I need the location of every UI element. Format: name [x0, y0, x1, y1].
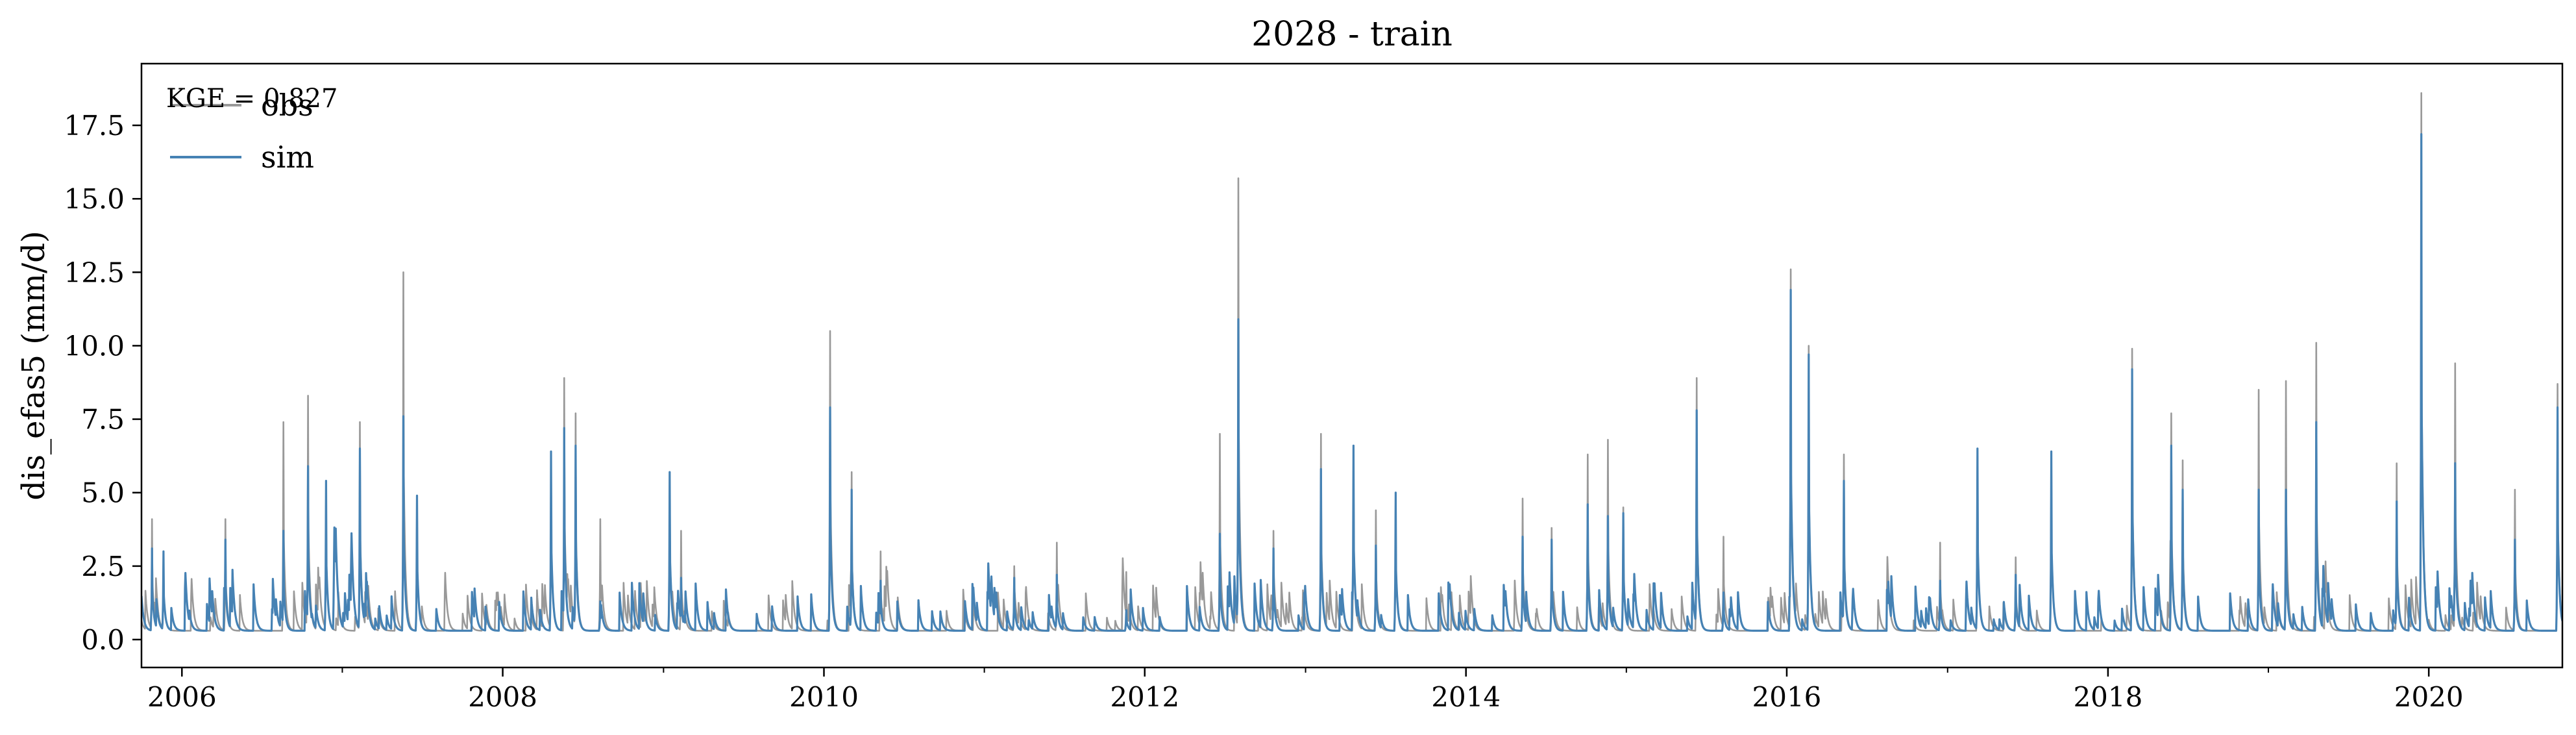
y-tick-label: 12.5	[64, 256, 125, 288]
x-tick-label: 2020	[2394, 681, 2464, 713]
x-tick-label: 2018	[2073, 681, 2142, 713]
legend-sim-label: sim	[261, 140, 314, 175]
x-tick-label: 2016	[1752, 681, 1822, 713]
legend-obs-label: obs	[261, 88, 313, 123]
chart-title: 2028 - train	[1251, 15, 1453, 54]
y-tick-label: 17.5	[64, 110, 125, 142]
y-tick-label: 0.0	[81, 624, 125, 656]
legend: obs sim	[170, 88, 314, 175]
x-tick-label: 2012	[1110, 681, 1179, 713]
y-tick-label: 10.0	[64, 330, 125, 362]
y-tick-label: 2.5	[81, 551, 125, 582]
x-tick-label: 2010	[789, 681, 859, 713]
y-axis-label: dis_efas5 (mm/d)	[16, 230, 52, 500]
x-axis: 2006 2008 2010 2012 2014 2016 2018 2020	[147, 667, 2464, 713]
y-axis: 0.0 2.5 5.0 7.5 10.0 12.5 15.0 17.5	[64, 110, 141, 656]
series-layer	[141, 92, 2562, 632]
series-line-sim	[141, 133, 2562, 632]
plot-background	[141, 64, 2562, 667]
x-tick-label: 2014	[1431, 681, 1501, 713]
y-tick-label: 7.5	[81, 404, 125, 436]
y-tick-label: 5.0	[81, 477, 125, 509]
kge-annotation: KGE = 0.827	[166, 84, 338, 114]
x-tick-label: 2008	[468, 681, 537, 713]
plot-frame	[140, 62, 2564, 669]
x-tick-label: 2006	[147, 681, 217, 713]
y-tick-label: 15.0	[64, 183, 125, 215]
